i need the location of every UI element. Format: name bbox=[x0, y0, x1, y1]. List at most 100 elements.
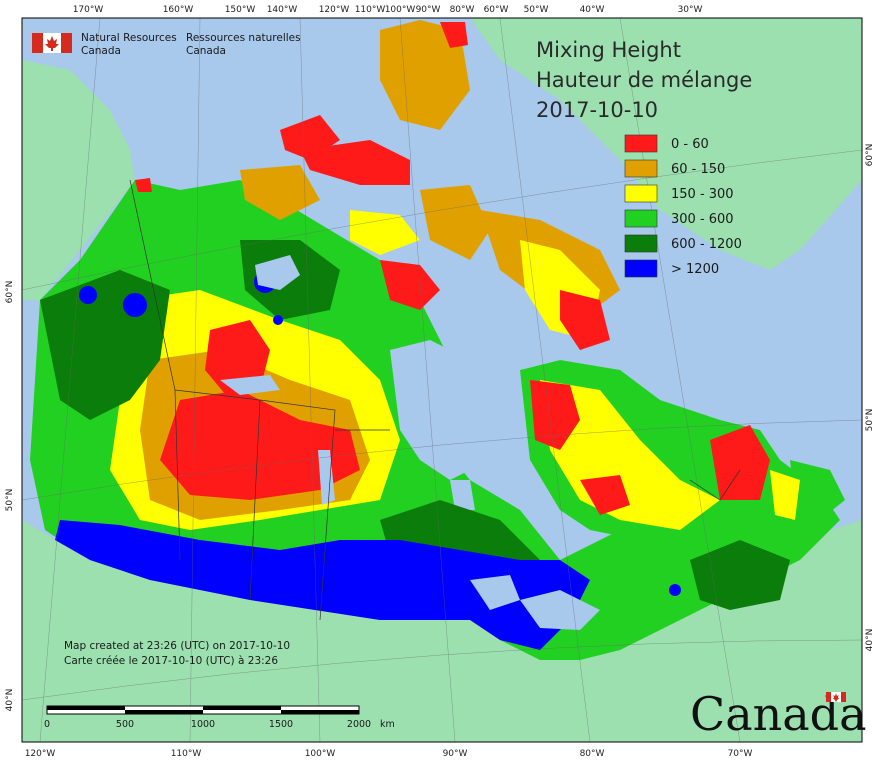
map-credits: Map created at 23:26 (UTC) on 2017-10-10… bbox=[64, 640, 290, 667]
zone-yellow-quebec bbox=[540, 380, 720, 530]
top-tick-label: 140°W bbox=[267, 5, 298, 15]
arctic-island bbox=[380, 20, 470, 130]
canada-wordmark: Canada bbox=[690, 687, 867, 741]
canada-land bbox=[30, 180, 840, 660]
top-tick-label: 160°W bbox=[163, 5, 194, 15]
wordmark-flag-icon bbox=[826, 692, 846, 702]
org-name-fr-line1: Ressources naturelles bbox=[186, 32, 301, 44]
canada-flag-icon bbox=[32, 33, 72, 53]
bottom-tick-label: 70°W bbox=[728, 749, 753, 759]
map-area bbox=[22, 18, 862, 742]
bottom-axis: 120°W 110°W 100°W 90°W 80°W 70°W bbox=[25, 749, 753, 759]
lake-winnipeg bbox=[318, 450, 335, 505]
zone-red-prairie bbox=[160, 390, 360, 500]
top-tick-label: 90°W bbox=[416, 5, 441, 15]
scale-label: 1000 bbox=[191, 719, 215, 730]
top-tick-label: 120°W bbox=[319, 5, 350, 15]
legend-swatch bbox=[624, 184, 658, 203]
great-bear-lake bbox=[255, 255, 300, 290]
legend-swatch bbox=[624, 134, 658, 153]
scale-label: 1500 bbox=[269, 719, 293, 730]
right-tick-label: 60°N bbox=[865, 144, 875, 167]
org-name-en-line2: Canada bbox=[81, 45, 121, 57]
org-name-en-line1: Natural Resources bbox=[81, 32, 177, 44]
arctic-island bbox=[560, 290, 610, 350]
credit-en: Map created at 23:26 (UTC) on 2017-10-10 bbox=[64, 640, 290, 652]
zone-blue-patch bbox=[79, 286, 97, 304]
left-tick-label: 40°N bbox=[5, 689, 15, 712]
left-tick-label: 50°N bbox=[5, 489, 15, 512]
zone-red-quebec-south bbox=[580, 475, 630, 515]
left-axis: 60°N 50°N 40°N bbox=[5, 281, 15, 712]
legend-label: 300 - 600 bbox=[671, 212, 734, 227]
usa-land bbox=[22, 520, 862, 742]
zone-nfld-yellow bbox=[770, 470, 800, 520]
arctic-island bbox=[420, 185, 490, 260]
zone-nfld bbox=[790, 460, 845, 520]
map-title: Mixing Height Hauteur de mélange 2017-10… bbox=[536, 38, 752, 122]
legend-label: 60 - 150 bbox=[671, 162, 725, 177]
hudson-bay bbox=[390, 340, 510, 480]
right-tick-label: 40°N bbox=[865, 629, 875, 652]
legend-label: 0 - 60 bbox=[671, 137, 709, 152]
scale-label: 500 bbox=[116, 719, 134, 730]
nrcan-signature: Natural Resources Canada Ressources natu… bbox=[32, 32, 301, 57]
title-date: 2017-10-10 bbox=[536, 98, 658, 122]
zone-red-labrador bbox=[710, 425, 770, 500]
great-lakes bbox=[520, 590, 600, 630]
legend-label: 600 - 1200 bbox=[671, 237, 742, 252]
top-axis: 170°W 160°W 150°W 140°W 120°W 110°W 100°… bbox=[73, 5, 703, 15]
right-axis: 60°N 50°N 40°N bbox=[865, 144, 875, 652]
top-tick-label: 100°W bbox=[385, 5, 416, 15]
bottom-tick-label: 120°W bbox=[25, 749, 56, 759]
zone-blue-patch bbox=[123, 293, 147, 317]
top-tick-label: 80°W bbox=[450, 5, 475, 15]
bottom-tick-label: 100°W bbox=[305, 749, 336, 759]
legend-swatch bbox=[624, 234, 658, 253]
bottom-tick-label: 110°W bbox=[171, 749, 202, 759]
top-tick-label: 150°W bbox=[225, 5, 256, 15]
top-tick-label: 50°W bbox=[524, 5, 549, 15]
scale-label: 2000 bbox=[347, 719, 371, 730]
arctic-island bbox=[380, 260, 440, 310]
legend-swatch bbox=[624, 209, 658, 228]
org-name-fr-line2: Canada bbox=[186, 45, 226, 57]
scale-bar: 0 500 1000 1500 2000 km bbox=[44, 705, 395, 730]
top-tick-label: 60°W bbox=[484, 5, 509, 15]
zone-blue-patch bbox=[273, 315, 283, 325]
great-lakes bbox=[470, 575, 520, 610]
legend-swatch bbox=[624, 259, 658, 278]
zone-blue-patch bbox=[669, 584, 681, 596]
map-frame bbox=[21, 17, 863, 743]
james-bay bbox=[450, 480, 475, 510]
provincial-borders bbox=[129, 179, 741, 621]
scale-label: 0 bbox=[44, 719, 50, 730]
arctic-island bbox=[300, 140, 410, 185]
graticule bbox=[22, 18, 862, 742]
arctic-island bbox=[440, 22, 468, 48]
bottom-tick-label: 80°W bbox=[580, 749, 605, 759]
arctic-island bbox=[240, 165, 320, 220]
legend-label: 150 - 300 bbox=[671, 187, 734, 202]
top-tick-label: 170°W bbox=[73, 5, 104, 15]
bottom-tick-label: 90°W bbox=[443, 749, 468, 759]
right-tick-label: 50°N bbox=[865, 409, 875, 432]
zone-red-quebec bbox=[530, 380, 580, 450]
arctic-island bbox=[135, 178, 152, 192]
arctic-island bbox=[350, 210, 420, 255]
legend: 0 - 60 60 - 150 150 - 300 300 - 600 600 - 12… bbox=[624, 134, 742, 278]
credit-fr: Carte créée le 2017-10-10 (UTC) à 23:26 bbox=[64, 655, 278, 667]
top-tick-label: 110°W bbox=[355, 5, 386, 15]
legend-swatch bbox=[624, 159, 658, 178]
alaska-land bbox=[22, 60, 135, 300]
scale-unit: km bbox=[380, 719, 395, 730]
legend-label: > 1200 bbox=[671, 262, 719, 277]
great-slave-lake bbox=[220, 375, 280, 395]
title-en: Mixing Height bbox=[536, 38, 681, 62]
greenland-land bbox=[470, 18, 862, 270]
left-tick-label: 60°N bbox=[5, 281, 15, 304]
top-tick-label: 40°W bbox=[580, 5, 605, 15]
top-tick-label: 30°W bbox=[678, 5, 703, 15]
